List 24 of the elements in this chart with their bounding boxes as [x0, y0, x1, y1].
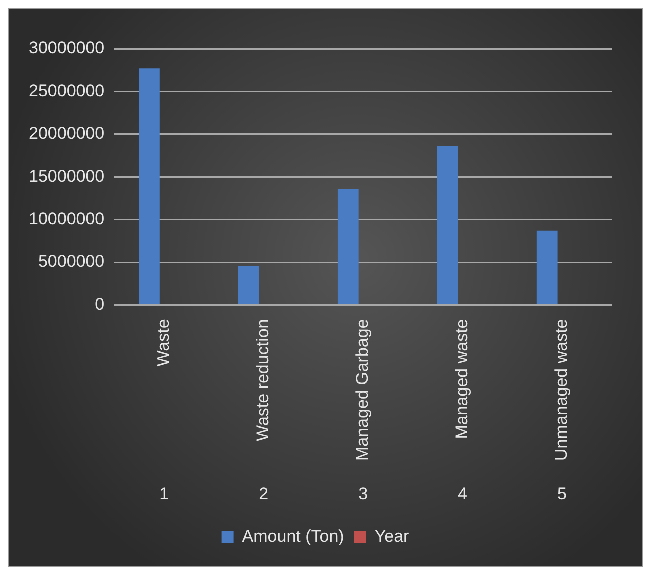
bar	[437, 146, 458, 304]
x-tick-label: Waste	[154, 319, 174, 367]
text: 4	[458, 484, 468, 504]
x-tick-label: Unmanaged waste	[552, 319, 571, 461]
text: 1	[160, 484, 170, 504]
text: 2	[259, 484, 269, 504]
y-tick-label: 25000000	[28, 81, 105, 100]
text: 5	[558, 484, 567, 504]
x-tick-label: Managed Garbage	[353, 319, 372, 462]
bar	[238, 266, 260, 304]
y-tick-label: 20000000	[28, 124, 105, 144]
bar	[536, 230, 558, 304]
y-tick-label: 0	[95, 294, 105, 314]
bar	[139, 68, 160, 304]
legend-label: Year	[374, 527, 410, 546]
y-tick-label: 5000000	[38, 252, 105, 272]
y-tick-label: 15000000	[28, 166, 105, 186]
text: 3	[358, 484, 368, 504]
y-tick-label: 30000000	[28, 38, 105, 58]
legend-label: Amount (Ton)	[242, 527, 344, 546]
bar	[338, 189, 359, 304]
x-tick-label: Waste reduction	[254, 319, 273, 442]
y-tick-label: 10000000	[28, 210, 105, 229]
x-tick-label: Managed waste	[452, 319, 472, 440]
